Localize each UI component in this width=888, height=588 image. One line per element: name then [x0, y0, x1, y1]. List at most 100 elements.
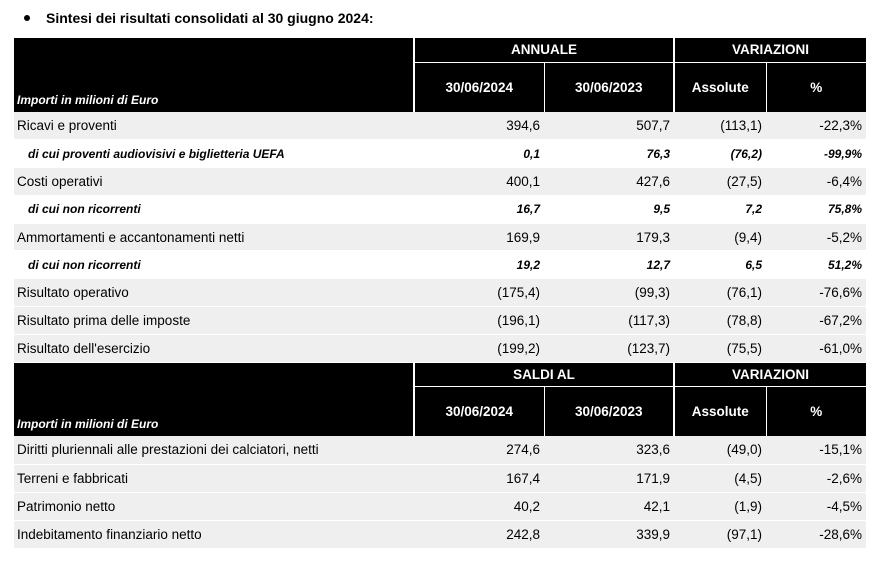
cell-2024: 169,9 — [414, 223, 544, 252]
table-row: di cui non ricorrenti 19,2 12,7 6,5 51,2… — [14, 250, 866, 280]
table1-col-assolute: Assolute — [673, 62, 766, 112]
row-label: Indebitamento finanziario netto — [14, 520, 414, 549]
table1-group-annuale: ANNUALE — [413, 38, 674, 63]
cell-2024: 0,1 — [414, 139, 544, 169]
table2-body: Diritti pluriennali alle prestazioni dei… — [14, 436, 866, 549]
cell-percent: -5,2% — [766, 223, 866, 252]
cell-2023: (99,3) — [544, 278, 674, 308]
table-row: Patrimonio netto 40,2 42,1 (1,9) -4,5% — [14, 492, 866, 521]
table1-body: Ricavi e proventi 394,6 507,7 (113,1) -2… — [14, 112, 866, 363]
cell-percent: -6,4% — [766, 167, 866, 196]
table2-col-2024: 30/06/2024 — [413, 386, 544, 437]
table-row: Ricavi e proventi 394,6 507,7 (113,1) -2… — [14, 112, 866, 141]
cell-assolute: 7,2 — [674, 195, 766, 224]
cell-2024: 242,8 — [414, 520, 544, 549]
cell-percent: -61,0% — [766, 334, 866, 363]
table1-header: Importi in milioni di Euro ANNUALE VARIA… — [14, 38, 866, 112]
table-row: Diritti pluriennali alle prestazioni dei… — [14, 436, 866, 465]
cell-percent: 75,8% — [766, 195, 866, 224]
row-label: di cui non ricorrenti — [14, 250, 414, 280]
row-label: Terreni e fabbricati — [14, 464, 414, 493]
cell-2024: (199,2) — [414, 334, 544, 363]
cell-assolute: (76,1) — [674, 278, 766, 308]
table2-group-variazioni: VARIAZIONI — [673, 362, 866, 387]
row-label: Diritti pluriennali alle prestazioni dei… — [14, 436, 414, 465]
table1-group-variazioni: VARIAZIONI — [673, 38, 866, 63]
table-row: Indebitamento finanziario netto 242,8 33… — [14, 520, 866, 549]
table2-col-percent: % — [765, 386, 866, 437]
cell-2023: 42,1 — [544, 492, 674, 521]
cell-2023: 179,3 — [544, 223, 674, 252]
cell-assolute: (97,1) — [674, 520, 766, 549]
cell-2023: 427,6 — [544, 167, 674, 196]
cell-assolute: (75,5) — [674, 334, 766, 363]
cell-percent: 51,2% — [766, 250, 866, 280]
cell-2024: 400,1 — [414, 167, 544, 196]
table2-col-2023: 30/06/2023 — [543, 386, 674, 437]
table1-col-2023: 30/06/2023 — [543, 62, 674, 112]
cell-2023: 171,9 — [544, 464, 674, 493]
cell-2024: 167,4 — [414, 464, 544, 493]
cell-percent: -2,6% — [766, 464, 866, 493]
cell-percent: -28,6% — [766, 520, 866, 549]
cell-2023: 76,3 — [544, 139, 674, 169]
table2-header: Importi in milioni di Euro SALDI AL VARI… — [14, 362, 866, 437]
cell-2024: 394,6 — [414, 112, 544, 141]
cell-2024: (196,1) — [414, 306, 544, 335]
row-label: Costi operativi — [14, 167, 414, 196]
table-row: Risultato operativo (175,4) (99,3) (76,1… — [14, 278, 866, 308]
table-row: Ammortamenti e accantonamenti netti 169,… — [14, 223, 866, 252]
row-label: Patrimonio netto — [14, 492, 414, 521]
cell-2023: 12,7 — [544, 250, 674, 280]
table-row: di cui proventi audiovisivi e biglietter… — [14, 139, 866, 169]
cell-2023: 323,6 — [544, 436, 674, 465]
table2-group-saldi: SALDI AL — [413, 362, 674, 387]
row-label: Risultato prima delle imposte — [14, 306, 414, 335]
cell-2023: (123,7) — [544, 334, 674, 363]
table-row: Terreni e fabbricati 167,4 171,9 (4,5) -… — [14, 464, 866, 493]
cell-2024: 40,2 — [414, 492, 544, 521]
cell-percent: -15,1% — [766, 436, 866, 465]
cell-assolute: (78,8) — [674, 306, 766, 335]
cell-2023: 507,7 — [544, 112, 674, 141]
cell-percent: -76,6% — [766, 278, 866, 308]
row-label: di cui proventi audiovisivi e biglietter… — [14, 139, 414, 169]
table-row: Risultato prima delle imposte (196,1) (1… — [14, 306, 866, 335]
table1-col-2024: 30/06/2024 — [413, 62, 544, 112]
cell-2024: 16,7 — [414, 195, 544, 224]
cell-assolute: (76,2) — [674, 139, 766, 169]
table2-label-header: Importi in milioni di Euro — [14, 362, 414, 437]
cell-assolute: (113,1) — [674, 112, 766, 141]
results-table: Importi in milioni di Euro ANNUALE VARIA… — [14, 38, 866, 549]
section-title-text: Sintesi dei risultati consolidati al 30 … — [46, 10, 374, 26]
table-row: Costi operativi 400,1 427,6 (27,5) -6,4% — [14, 167, 866, 196]
table-row: di cui non ricorrenti 16,7 9,5 7,2 75,8% — [14, 195, 866, 224]
row-label: di cui non ricorrenti — [14, 195, 414, 224]
cell-assolute: (1,9) — [674, 492, 766, 521]
cell-percent: -4,5% — [766, 492, 866, 521]
row-label: Ricavi e proventi — [14, 112, 414, 141]
row-label: Risultato dell'esercizio — [14, 334, 414, 363]
cell-assolute: 6,5 — [674, 250, 766, 280]
cell-2024: 274,6 — [414, 436, 544, 465]
cell-assolute: (4,5) — [674, 464, 766, 493]
table1-label-header: Importi in milioni di Euro — [14, 38, 414, 112]
cell-2024: (175,4) — [414, 278, 544, 308]
row-label: Ammortamenti e accantonamenti netti — [14, 223, 414, 252]
cell-assolute: (49,0) — [674, 436, 766, 465]
cell-2023: 339,9 — [544, 520, 674, 549]
row-label: Risultato operativo — [14, 278, 414, 308]
table2-col-assolute: Assolute — [673, 386, 766, 437]
cell-2024: 19,2 — [414, 250, 544, 280]
table1-col-percent: % — [765, 62, 866, 112]
cell-assolute: (9,4) — [674, 223, 766, 252]
section-title: Sintesi dei risultati consolidati al 30 … — [22, 8, 374, 28]
cell-percent: -99,9% — [766, 139, 866, 169]
cell-percent: -67,2% — [766, 306, 866, 335]
cell-2023: 9,5 — [544, 195, 674, 224]
cell-assolute: (27,5) — [674, 167, 766, 196]
cell-percent: -22,3% — [766, 112, 866, 141]
table-row: Risultato dell'esercizio (199,2) (123,7)… — [14, 334, 866, 363]
cell-2023: (117,3) — [544, 306, 674, 335]
bullet-icon — [24, 15, 30, 21]
